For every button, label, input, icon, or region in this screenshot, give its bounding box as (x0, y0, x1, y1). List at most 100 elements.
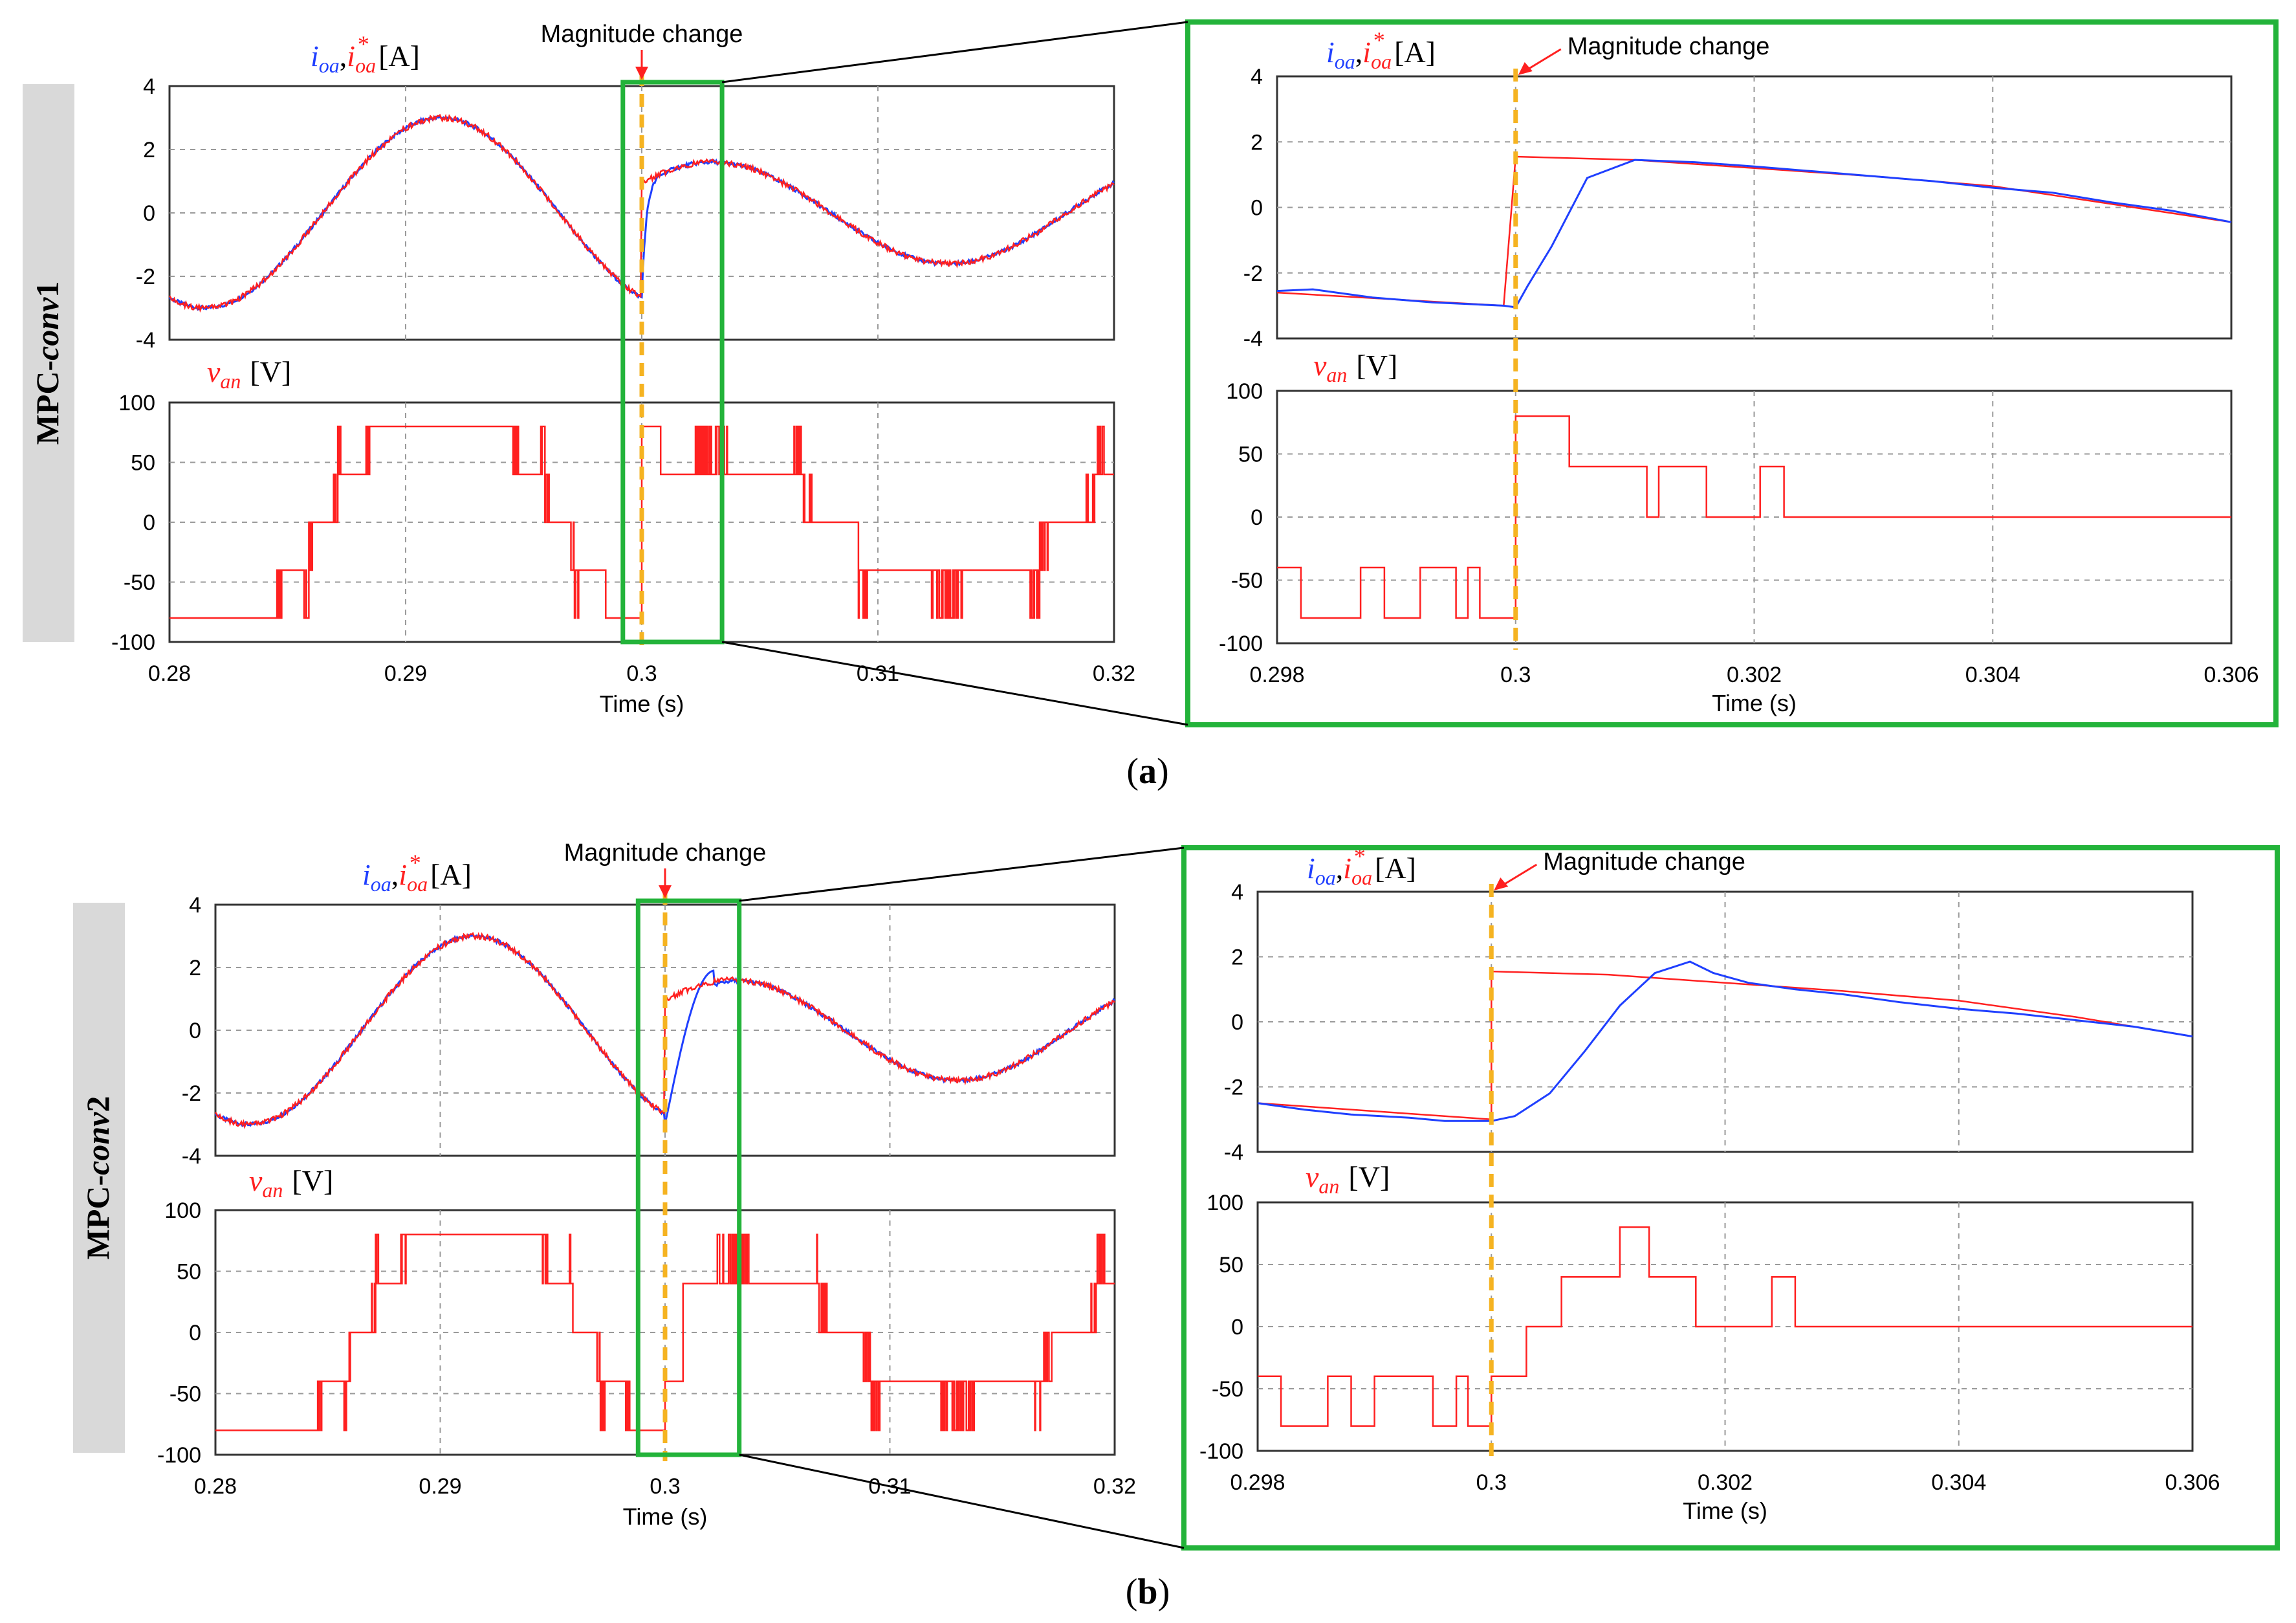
b-zoom-xtick: 0.3 (1476, 1470, 1507, 1495)
b-zoom-annotation-arrow (1500, 863, 1538, 888)
b-overview-voltage-ytick: -50 (169, 1382, 201, 1407)
a-zoom-annotation: Magnitude change (1568, 33, 1770, 60)
b-zoom-current-ytick: 0 (1231, 1010, 1243, 1035)
panel-b-overview: 420-2-4100500-50-1000.280.290.30.310.32T… (157, 839, 1136, 1530)
a-zoom-current-ytick: 2 (1251, 130, 1263, 155)
b-zoom-xtick: 0.306 (2165, 1470, 2220, 1495)
b-zoom-xtick: 0.302 (1698, 1470, 1753, 1495)
b-zoom-current-ytick: -4 (1224, 1140, 1243, 1165)
side-band-b (73, 903, 125, 1453)
b-zoom-voltage-ytick: 100 (1207, 1191, 1243, 1215)
b-overview-voltage-line (215, 1233, 1115, 1431)
zoom-frame-a-connector-top (721, 21, 1188, 83)
a-zoom-voltage-label: van [V] (1313, 349, 1397, 386)
b-overview-voltage-label: van [V] (249, 1164, 333, 1202)
a-overview-xtick: 0.32 (1093, 661, 1135, 686)
b-zoom-current-measured-line (1257, 960, 2193, 1122)
a-overview-current-ytick: 4 (143, 74, 155, 99)
a-zoom-annotation-arrowhead (1518, 62, 1533, 75)
zoom-frame-b-connector-top (739, 846, 1185, 902)
a-overview-zoom-box (620, 80, 725, 645)
panel-a-zoom: 4 2 0 -2 -4 100 50 0 -50 -100 0.298 0.3 0.302 0.304 0.… (1219, 27, 2259, 716)
a-zoom-xtick: 0.304 (1965, 663, 2020, 687)
a-overview-xtick: 0.29 (384, 661, 427, 686)
zoom-frame-a-frame (1185, 19, 2279, 727)
b-overview-xtick: 0.3 (650, 1474, 680, 1499)
a-zoom-current-ytick: 4 (1251, 65, 1263, 89)
side-label-a: MPC-conv1 (29, 282, 65, 445)
b-overview-voltage-ytick: 0 (189, 1321, 201, 1345)
a-overview-voltage-ytick: 100 (118, 391, 155, 415)
panel-a-overview: 4 2 0 -2 -4 100 50 0 -50 -100 0.28 0.29 0.3 0.31 0.32 T… (111, 21, 1135, 717)
a-overview-xtick: 0.3 (626, 661, 657, 686)
b-zoom-voltage-label: van [V] (1306, 1160, 1390, 1198)
a-zoom-xtick: 0.3 (1500, 663, 1531, 687)
b-overview-xlabel: Time (s) (623, 1503, 708, 1530)
a-zoom-voltage-ytick: -100 (1219, 632, 1263, 656)
a-overview-voltage-ytick: -50 (124, 571, 155, 595)
caption-b: (b) (1126, 1572, 1170, 1612)
b-zoom-current-ytick: 4 (1231, 880, 1243, 905)
b-zoom-annotation-arrowhead (1494, 878, 1509, 890)
caption-a: (a) (1126, 751, 1168, 791)
b-overview-voltage-ytick: -100 (157, 1443, 201, 1468)
b-zoom-current-label: ioa,ioa* [A] (1307, 843, 1416, 889)
side-label-b: MPC-conv2 (80, 1096, 116, 1260)
a-zoom-current-measured-line (1276, 159, 2232, 309)
zoom-frame-a-connector-bottom (721, 641, 1188, 726)
b-overview-current-ytick: 4 (189, 893, 201, 918)
a-overview-xtick: 0.31 (857, 661, 899, 686)
b-overview-current-ytick: -4 (182, 1144, 201, 1169)
a-zoom-annotation-arrow (1524, 48, 1562, 72)
b-overview-current-ytick: 0 (189, 1019, 201, 1043)
b-zoom-annotation: Magnitude change (1543, 848, 1745, 876)
b-zoom-voltage-ytick: 50 (1219, 1253, 1243, 1277)
a-zoom-xlabel: Time (s) (1712, 690, 1797, 716)
zoom-frame-b (739, 845, 2280, 1551)
a-zoom-current-ytick: -4 (1243, 327, 1263, 351)
a-overview-current-ytick: 0 (143, 201, 155, 226)
a-overview-current-ytick: 2 (143, 138, 155, 162)
b-zoom-voltage-ytick: -50 (1212, 1377, 1243, 1402)
a-overview-voltage-label: van [V] (207, 355, 291, 393)
b-zoom-current-reference-line (1257, 970, 2193, 1121)
a-zoom-current-ytick: -2 (1243, 261, 1263, 286)
a-zoom-xtick: 0.302 (1727, 663, 1782, 687)
a-overview-xtick: 0.28 (148, 661, 191, 686)
a-overview-current-ytick: -4 (136, 328, 155, 353)
a-zoom-xtick: 0.306 (2203, 663, 2258, 687)
b-overview-current-label: ioa,ioa* [A] (362, 850, 472, 896)
b-zoom-current-ytick: 2 (1231, 945, 1243, 970)
zoom-frame-b-connector-bottom (739, 1453, 1185, 1549)
b-overview-voltage-ytick: 100 (164, 1198, 201, 1223)
a-overview-annotation: Magnitude change (541, 21, 743, 48)
b-zoom-voltage-line (1258, 1226, 2192, 1427)
zoom-frame-b-frame (1181, 845, 2280, 1551)
b-zoom-xtick: 0.298 (1230, 1470, 1285, 1495)
b-overview-current-ytick: 2 (189, 956, 201, 980)
a-overview-voltage-line (169, 425, 1114, 619)
zoom-frame-a (721, 19, 2279, 727)
b-zoom-current-ytick: -2 (1224, 1076, 1243, 1100)
b-overview-zoom-box (635, 898, 742, 1457)
b-zoom-voltage-ytick: -100 (1199, 1439, 1243, 1464)
a-zoom-xtick: 0.298 (1249, 663, 1304, 687)
b-overview-xtick: 0.28 (194, 1474, 237, 1499)
b-zoom-xlabel: Time (s) (1683, 1497, 1767, 1524)
b-overview-xtick: 0.32 (1093, 1474, 1136, 1499)
b-overview-voltage-ytick: 50 (177, 1260, 201, 1285)
a-overview-xlabel: Time (s) (600, 690, 684, 717)
a-zoom-current-reference-line (1276, 155, 2232, 307)
a-zoom-current-ytick: 0 (1251, 196, 1263, 221)
a-overview-annotation-arrowhead (635, 67, 648, 80)
side-band-a (23, 84, 74, 642)
a-zoom-current-label: ioa,ioa* [A] (1326, 27, 1436, 73)
a-zoom-voltage-ytick: 50 (1238, 443, 1263, 467)
a-overview-voltage-ytick: 50 (131, 451, 155, 476)
b-overview-current-ytick: -2 (182, 1081, 201, 1106)
b-zoom-xtick: 0.304 (1931, 1470, 1986, 1495)
b-overview-xtick: 0.29 (419, 1474, 461, 1499)
a-overview-current-ytick: -2 (136, 265, 155, 289)
a-zoom-voltage-ytick: 0 (1251, 505, 1263, 530)
